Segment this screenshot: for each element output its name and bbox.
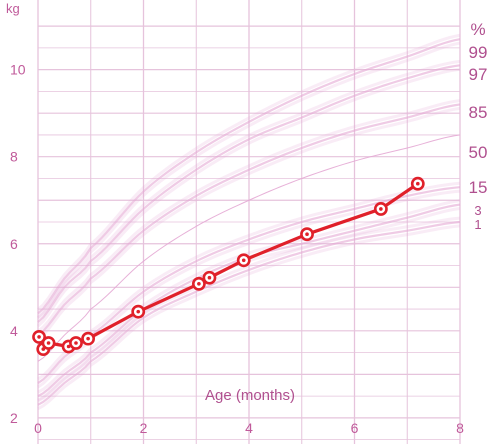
percentile-curve-85 — [37, 103, 461, 337]
weight-point-dot — [197, 282, 201, 286]
percentile-curve-99 — [37, 38, 461, 315]
y-tick-label: 2 — [10, 410, 18, 426]
percentile-band-edge — [36, 33, 461, 311]
weight-point[interactable] — [373, 202, 388, 216]
percentile-label-3: 3 — [474, 203, 481, 218]
weight-point[interactable] — [131, 304, 146, 319]
weight-point[interactable] — [191, 276, 206, 291]
percentile-labels: 99 97 85 50 15 31 — [469, 43, 488, 232]
percentile-curve-1 — [37, 220, 461, 406]
x-tick-label: 2 — [140, 420, 148, 436]
percentile-band-edge — [37, 199, 461, 394]
weight-point-dot — [86, 336, 90, 341]
weight-series — [32, 176, 425, 357]
x-tick-label: 6 — [351, 420, 359, 436]
x-tick-label: 0 — [34, 420, 42, 436]
percentile-label-99: 99 — [469, 43, 488, 62]
weight-point-dot — [207, 275, 212, 280]
percentile-curve-50 — [37, 134, 461, 362]
percentile-unit-label: % — [470, 20, 485, 39]
weight-point-dot — [66, 344, 71, 349]
weight-point-dot — [136, 309, 141, 314]
weight-point[interactable] — [41, 336, 56, 350]
percentile-label-15: 15 — [469, 178, 488, 197]
weight-point-dot — [416, 181, 420, 186]
weight-point[interactable] — [69, 336, 83, 350]
y-tick-label: 8 — [10, 149, 18, 165]
weight-point-dot — [46, 341, 51, 345]
percentile-label-1: 1 — [474, 217, 481, 232]
y-tick-label: 10 — [10, 62, 26, 78]
weight-point-dot — [305, 232, 309, 236]
percentile-band-edge — [37, 106, 461, 341]
percentile-band-edge — [37, 224, 461, 411]
percentile-label-50: 50 — [469, 143, 488, 162]
percentile-curve-15 — [37, 186, 461, 384]
weight-point[interactable] — [202, 270, 217, 285]
percentile-band-edge — [36, 41, 461, 319]
percentile-label-97: 97 — [469, 65, 488, 84]
x-tick-label: 8 — [456, 420, 464, 436]
y-tick-label: 4 — [10, 323, 18, 339]
y-tick-label: 6 — [10, 236, 18, 252]
weight-point[interactable] — [32, 330, 46, 344]
weight-point-dot — [74, 341, 78, 345]
weight-point[interactable] — [81, 331, 96, 346]
percentile-band-edge — [37, 99, 461, 333]
percentile-band-edge — [37, 216, 461, 403]
weight-point-dot — [379, 207, 383, 211]
weight-point[interactable] — [236, 253, 251, 268]
percentile-curve-97 — [37, 64, 461, 323]
weight-point-dot — [37, 335, 41, 339]
y-axis-label: kg — [6, 1, 20, 16]
x-tick-label: 4 — [245, 420, 253, 436]
weight-point-dot — [241, 258, 246, 263]
percentile-band-edge — [36, 59, 461, 320]
weight-point[interactable] — [410, 176, 425, 191]
x-axis-label: Age (months) — [205, 387, 295, 404]
percentile-band-edge — [37, 181, 461, 381]
weight-point[interactable] — [300, 227, 314, 242]
percentile-band-edge — [36, 67, 461, 328]
percentile-label-85: 85 — [469, 103, 488, 122]
